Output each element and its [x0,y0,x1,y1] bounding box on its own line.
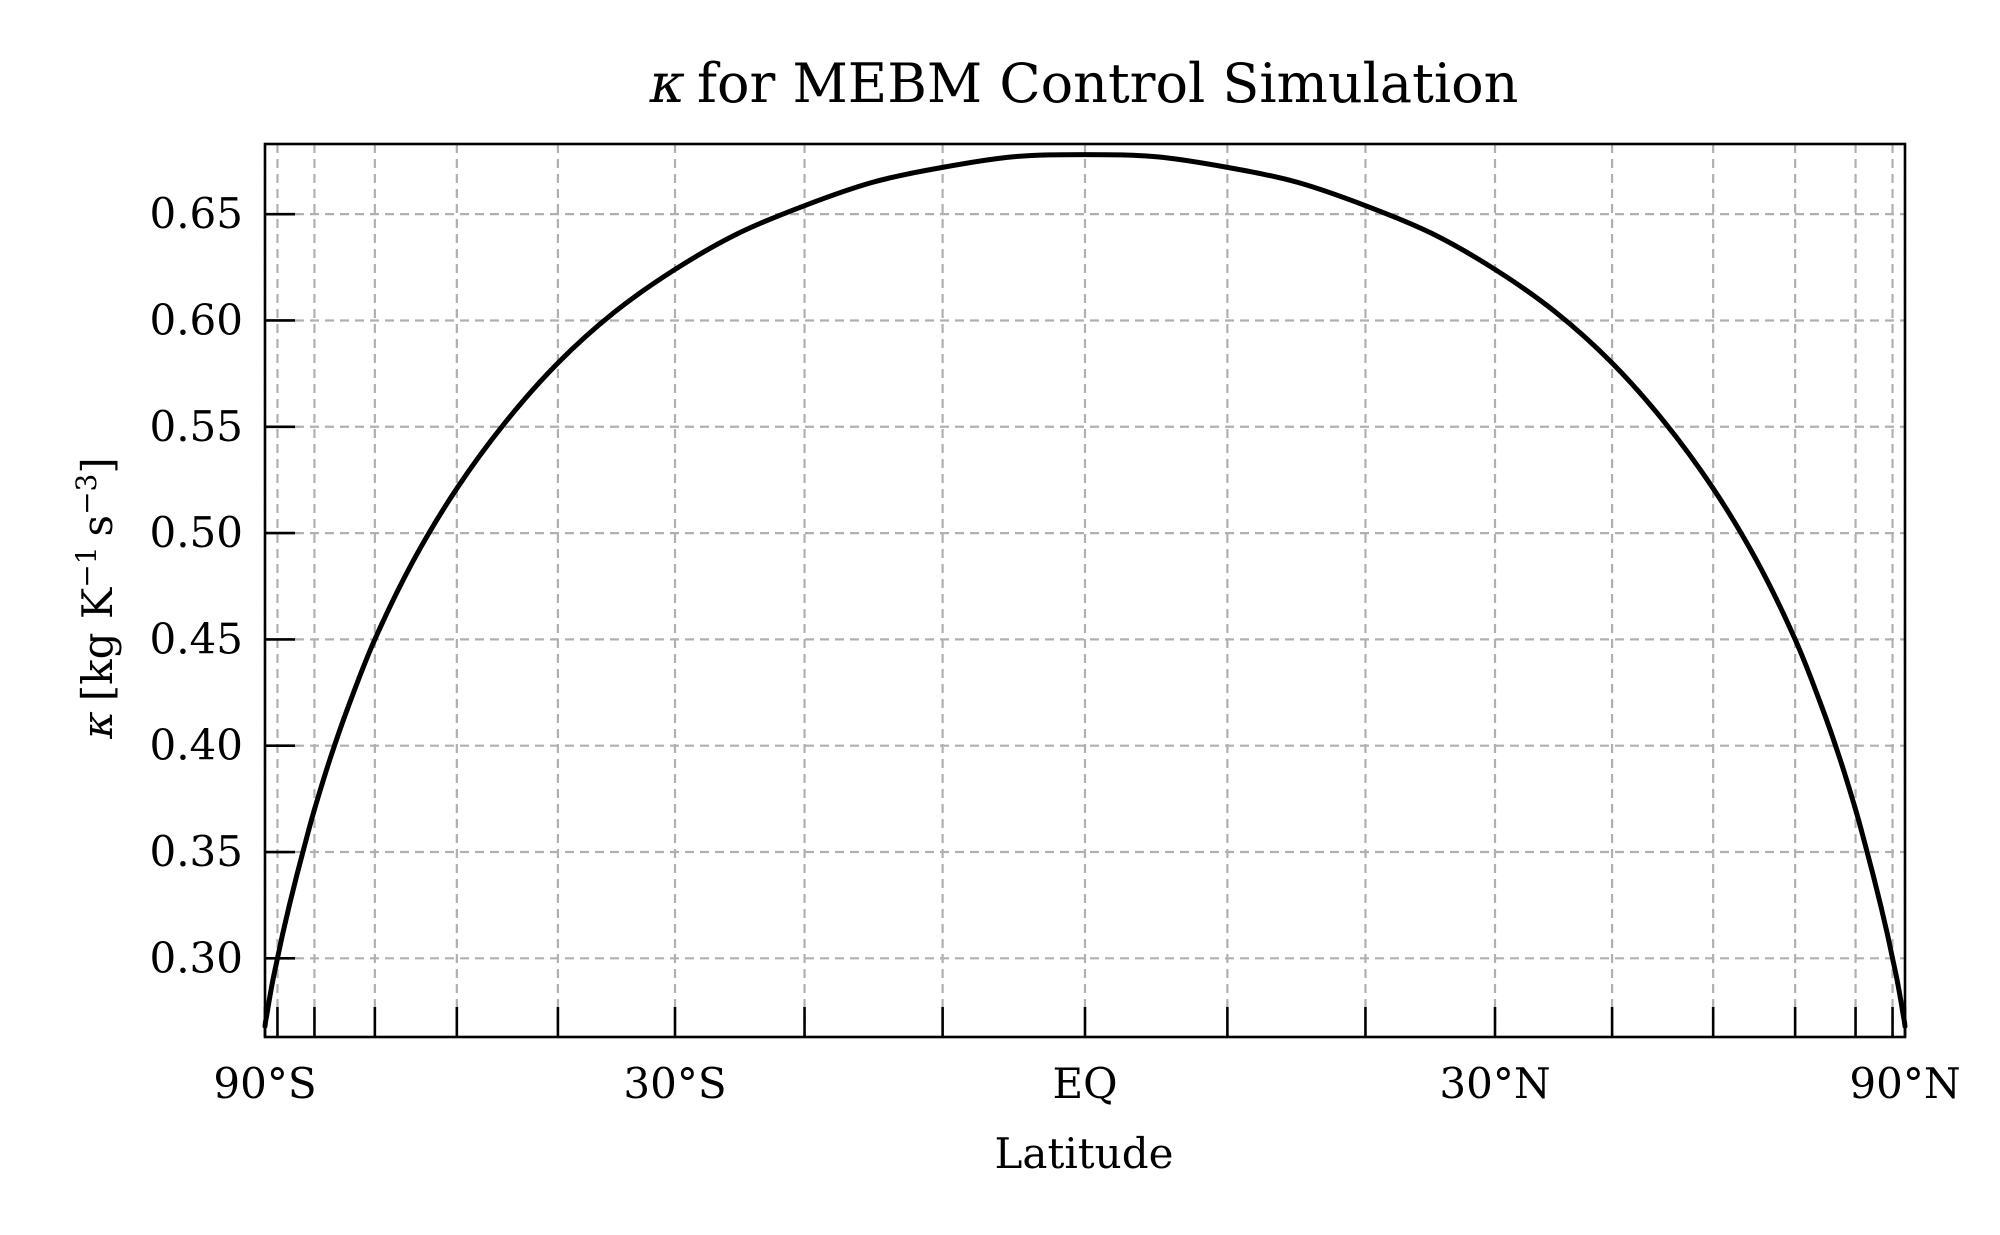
series [262,152,1908,1029]
y-label-close: ] [73,457,122,473]
y-label-exp2: −3 [70,474,103,515]
title-text: for MEBM Control Simulation [697,52,1518,115]
kappa-series-line [262,152,1908,1029]
plot-frame [263,142,1907,1039]
x-axis-label: Latitude [995,1129,1174,1178]
y-tick-label: 0.50 [149,508,243,557]
y-tick-label: 0.40 [149,721,243,770]
axis-ticks [263,212,1907,1037]
y-label-symbol: κ [73,711,122,740]
y-axis-label: κ [kg K−1 s−3] [70,457,123,740]
x-tick-label: 90°S [213,1059,316,1108]
y-label-open: [kg K [73,586,122,701]
chart-title: κ for MEBM Control Simulation [649,52,1519,115]
y-tick-label: 0.45 [149,614,243,663]
grid [263,144,1907,1037]
x-tick-label: 30°S [623,1059,726,1108]
y-tick-label: 0.35 [149,827,243,876]
tick-labels: 0.30 0.35 0.40 0.45 0.50 0.55 0.60 0.65 90°S 30°S… [149,189,1960,1108]
title-symbol: κ [649,52,685,115]
x-tick-label: 90°N [1849,1059,1960,1108]
x-tick-label: 30°N [1439,1059,1550,1108]
y-tick-label: 0.55 [149,402,243,451]
y-tick-label: 0.30 [149,933,243,982]
y-tick-label: 0.60 [149,295,243,344]
x-tick-label: EQ [1052,1059,1117,1108]
y-label-mid: s [73,515,122,537]
y-label-exp1: −1 [70,546,103,587]
y-tick-label: 0.65 [149,189,243,238]
